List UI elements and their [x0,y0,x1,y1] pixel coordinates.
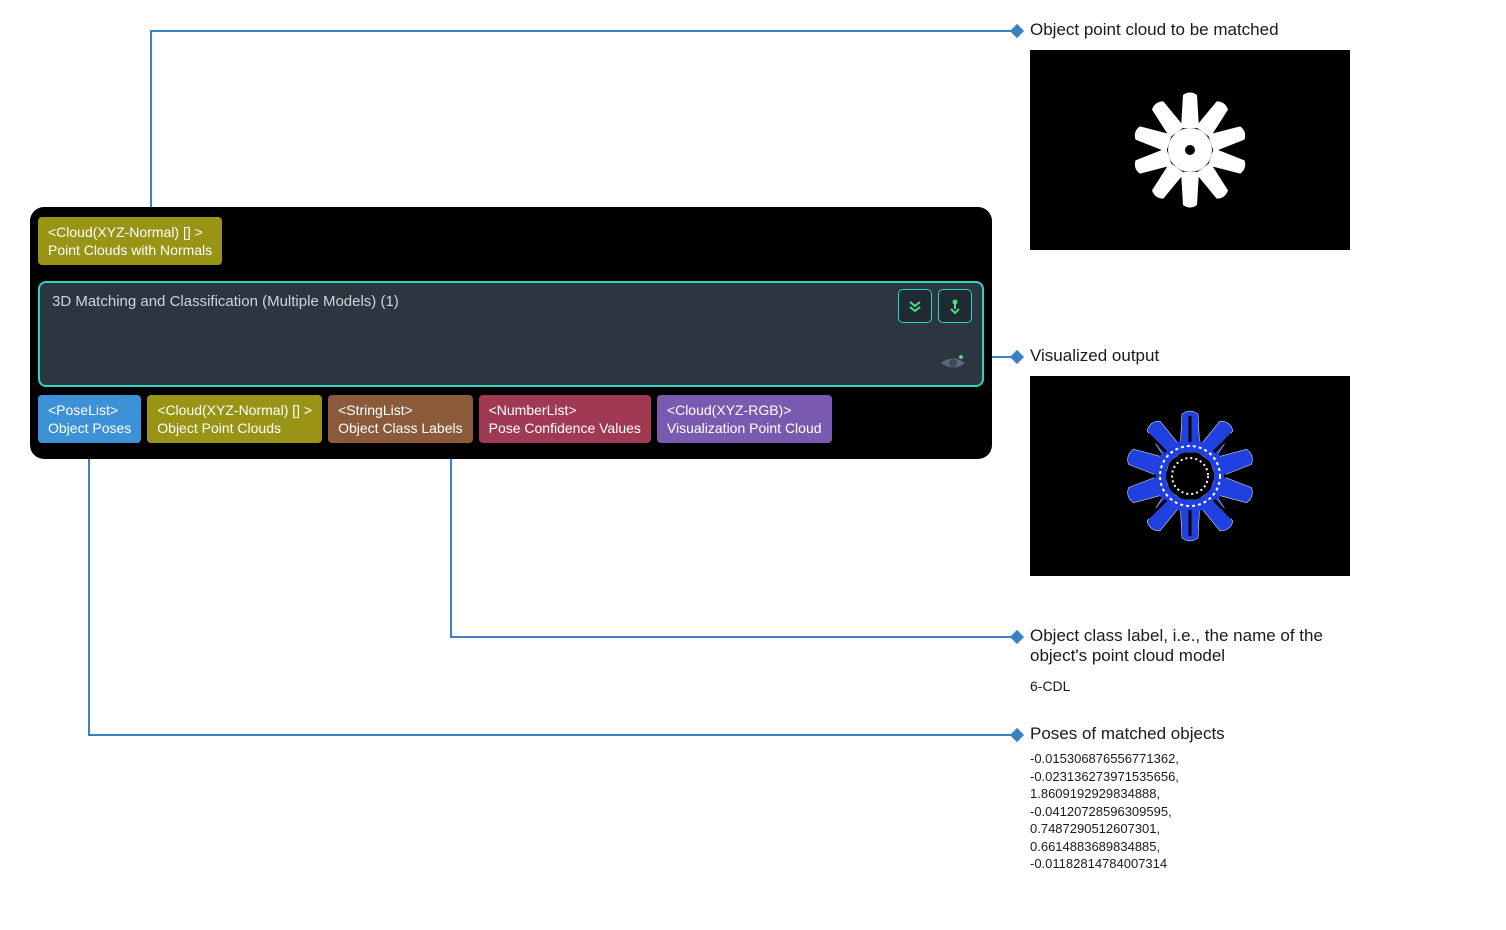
outputs-row: <PoseList> Object Poses <Cloud(XYZ-Norma… [38,395,832,443]
expand-button[interactable] [898,289,932,323]
node-panel: <Cloud(XYZ-Normal) [] > Point Clouds wit… [30,207,992,459]
visualize-icon[interactable] [936,349,970,377]
preview-output-cloud [1030,376,1350,576]
annotation-class: Object class label, i.e., the name of th… [1030,626,1370,694]
output-port-labels[interactable]: <StringList> Object Class Labels [328,395,473,443]
annotation-poses: Poses of matched objects -0.015306876556… [1030,724,1225,873]
node-title-bar: 3D Matching and Classification (Multiple… [38,281,984,387]
annotation-vis: Visualized output [1030,346,1159,366]
preview-input-cloud [1030,50,1350,250]
node-title: 3D Matching and Classification (Multiple… [52,293,399,310]
input-label: Point Clouds with Normals [48,241,212,259]
input-type: <Cloud(XYZ-Normal) [] > [48,223,212,241]
annotation-top: Object point cloud to be matched [1030,20,1279,40]
pose-values: -0.015306876556771362, -0.02313627397153… [1030,750,1225,873]
output-port-viscloud[interactable]: <Cloud(XYZ-RGB)> Visualization Point Clo… [657,395,832,443]
output-port-clouds[interactable]: <Cloud(XYZ-Normal) [] > Object Point Clo… [147,395,322,443]
output-port-poses[interactable]: <PoseList> Object Poses [38,395,141,443]
output-port-confidence[interactable]: <NumberList> Pose Confidence Values [479,395,651,443]
input-port[interactable]: <Cloud(XYZ-Normal) [] > Point Clouds wit… [38,217,222,265]
run-button[interactable] [938,289,972,323]
class-value: 6-CDL [1030,678,1370,694]
